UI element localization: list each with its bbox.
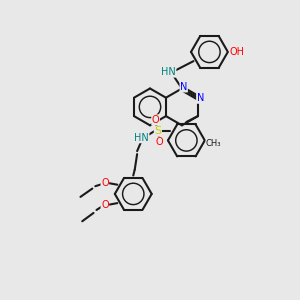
Text: HN: HN	[161, 67, 176, 77]
Text: O: O	[101, 178, 109, 188]
Text: OH: OH	[229, 47, 244, 57]
Text: N: N	[196, 93, 204, 103]
Text: O: O	[101, 200, 109, 210]
Text: N: N	[180, 82, 188, 92]
Text: O: O	[156, 137, 163, 148]
Text: CH₃: CH₃	[206, 139, 221, 148]
Text: HN: HN	[134, 133, 149, 143]
Text: O: O	[152, 115, 159, 125]
Text: S: S	[154, 126, 161, 136]
